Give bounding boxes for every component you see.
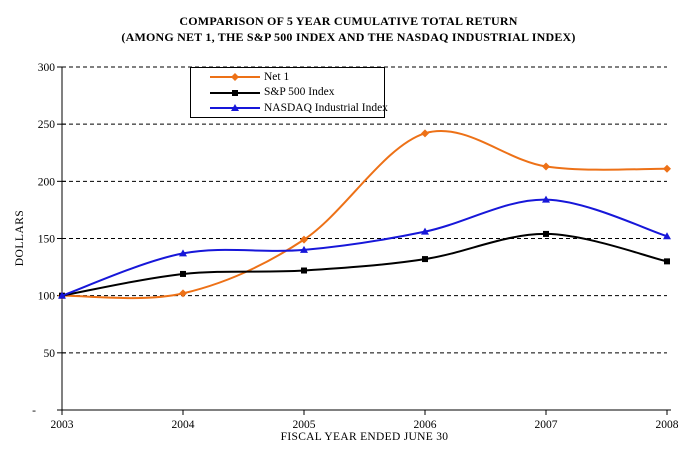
svg-text:2006: 2006	[414, 419, 437, 431]
svg-text:2003: 2003	[51, 419, 74, 431]
svg-text:2008: 2008	[656, 419, 679, 431]
svg-text:2007: 2007	[535, 419, 558, 431]
chart-title: COMPARISON OF 5 YEAR CUMULATIVE TOTAL RE…	[179, 14, 518, 28]
legend-item-net1: Net 1	[209, 71, 384, 84]
nasdaq-line-swatch-icon	[210, 104, 260, 111]
series-net-1	[58, 129, 671, 300]
sp500-line-swatch-icon	[210, 89, 260, 96]
svg-text:300: 300	[38, 62, 56, 74]
series-s-p-500-index	[59, 230, 670, 299]
chart-subtitle: (AMONG NET 1, THE S&P 500 INDEX AND THE …	[121, 30, 576, 44]
legend-item-sp500: S&P 500 Index	[209, 86, 384, 99]
svg-text:50: 50	[44, 348, 56, 360]
x-axis: 2003 2004 2005 2006 2007 2008	[51, 409, 679, 431]
svg-text:-: -	[32, 405, 36, 417]
legend-label-net1: Net 1	[264, 70, 290, 83]
legend-label-sp500: S&P 500 Index	[264, 86, 335, 98]
legend-item-nasdaq: NASDAQ Industrial Index	[209, 102, 388, 115]
series-nasdaq-industrial-index	[58, 195, 671, 299]
svg-text:150: 150	[38, 234, 56, 246]
svg-text:2004: 2004	[172, 419, 195, 431]
svg-text:200: 200	[38, 176, 56, 188]
legend-box: Net 1 S&P 500 Index NASDAQ Industrial In…	[190, 67, 388, 118]
x-axis-title: FISCAL YEAR ENDED JUNE 30	[280, 431, 449, 443]
svg-text:2005: 2005	[293, 419, 316, 431]
net1-line-swatch-icon	[210, 73, 260, 81]
svg-text:250: 250	[38, 119, 56, 131]
y-axis: - 50 100 150 200 250 300	[32, 62, 66, 417]
svg-text:100: 100	[38, 291, 56, 303]
legend-label-nasdaq: NASDAQ Industrial Index	[264, 101, 388, 114]
